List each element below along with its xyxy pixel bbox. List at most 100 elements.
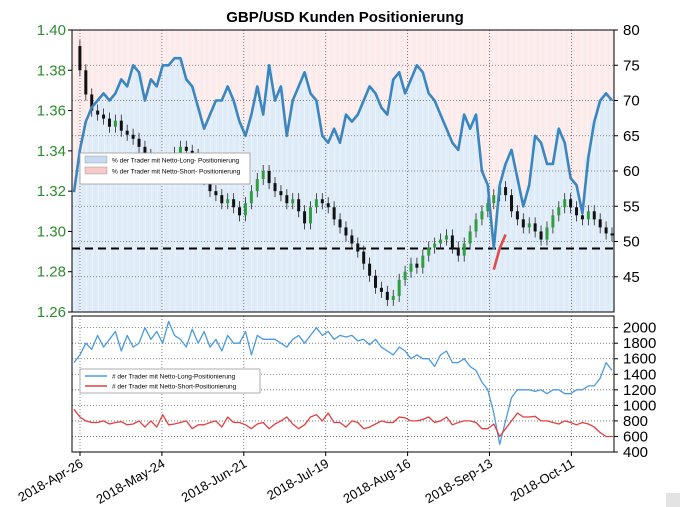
candle-down [504, 187, 508, 196]
candle-down [385, 291, 389, 300]
candle-down [267, 171, 271, 184]
candle-down [450, 235, 454, 248]
candle-up [551, 215, 555, 228]
top-legend-box [79, 152, 251, 185]
top-legend-label: % der Trader mit Netto-Long- Positionier… [112, 158, 240, 165]
candle-down [362, 251, 366, 264]
candle-up [249, 191, 253, 204]
candle-up [462, 243, 466, 256]
left-tick-label: 1.32 [37, 183, 66, 200]
candle-down [415, 263, 419, 268]
candle-down [119, 120, 123, 131]
candle-down [580, 215, 584, 220]
series-line-long-count [73, 320, 613, 445]
candle-up [391, 295, 395, 300]
right-tick-label: 50 [623, 234, 640, 251]
right-tick-label: 60 [623, 163, 640, 180]
candle-down [575, 207, 579, 216]
x-tick-label: 2018-May-24 [94, 456, 168, 507]
top-legend-swatch [84, 155, 108, 164]
candle-down [368, 263, 372, 276]
right-tick-label: 45 [623, 269, 640, 286]
candle-down [598, 219, 602, 228]
candle-up [586, 211, 590, 220]
candle-down [232, 199, 236, 208]
candle-down [521, 219, 525, 228]
right-tick-label: 70 [623, 93, 640, 110]
bottom-right-tick-label: 400 [623, 444, 648, 461]
candle-down [539, 231, 543, 240]
candle-up [421, 255, 425, 268]
candle-up [427, 247, 431, 256]
bottom-legend: # der Trader mit Netto-Long-Positionieru… [79, 368, 261, 394]
candle-up [314, 199, 318, 208]
candle-down [214, 191, 218, 196]
top-legend-label: % der Trader mit Netto-Short- Positionie… [112, 169, 241, 176]
candle-down [143, 146, 147, 155]
corner-mark [666, 493, 680, 507]
bottom-right-tick-label: 600 [623, 428, 648, 445]
candle-up [291, 199, 295, 204]
candle-down [569, 199, 573, 208]
candle-down [533, 223, 537, 232]
candle-up [255, 179, 259, 192]
left-tick-label: 1.28 [37, 264, 66, 281]
candle-down [592, 211, 596, 220]
x-tick-label: 2018-Oct-11 [508, 456, 577, 505]
candle-down [515, 211, 519, 220]
candle-up [261, 171, 265, 180]
left-tick-label: 1.34 [37, 143, 66, 160]
candle-up [563, 199, 567, 208]
candle-down [184, 146, 188, 151]
candle-down [344, 227, 348, 236]
candle-down [285, 195, 289, 204]
candle-down [78, 46, 82, 71]
bottom-right-tick-label: 1600 [623, 351, 656, 368]
right-tick-label: 55 [623, 198, 640, 215]
bottom-panel-frame [71, 315, 615, 453]
x-tick-label: 2018-Jul-19 [264, 456, 331, 503]
candle-up [486, 203, 490, 212]
candle-up [113, 120, 117, 127]
x-tick-label: 2018-Jun-21 [179, 456, 250, 505]
chart-title: GBP/USD Kunden Positionierung [226, 9, 464, 26]
bottom-legend-box [79, 368, 261, 394]
x-axis: 2018-Apr-26 2018-May-24 2018-Jun-21 2018-Ju… [15, 452, 577, 507]
series-line-long-percent [72, 56, 613, 250]
top-legend: % der Trader mit Netto-Long- Positionier… [79, 152, 251, 185]
candle-up [243, 203, 247, 216]
candle-down [84, 70, 88, 95]
candle-up [403, 271, 407, 280]
candle-down [320, 199, 324, 204]
candle-down [297, 199, 301, 212]
bottom-right-tick-label: 1000 [623, 397, 656, 414]
candle-up [480, 211, 484, 220]
candle-down [604, 227, 608, 234]
candle-down [102, 114, 106, 119]
x-tick-label: 2018-Sep-13 [422, 456, 495, 507]
candle-up [527, 223, 531, 228]
candle-down [610, 233, 614, 236]
candle-down [273, 183, 277, 192]
right-tick-label: 75 [623, 57, 640, 74]
left-tick-label: 1.36 [37, 103, 66, 120]
candle-down [220, 195, 224, 204]
candle-down [238, 207, 242, 216]
left-tick-label: 1.30 [37, 223, 66, 240]
candle-down [374, 275, 378, 288]
candle-up [433, 243, 437, 248]
bottom-right-tick-label: 2000 [623, 320, 656, 337]
candle-up [545, 227, 549, 240]
series-flip-segment [492, 233, 507, 271]
candle-up [439, 239, 443, 244]
bottom-legend-label: # der Trader mit Netto-Short-Positionier… [112, 384, 237, 391]
candle-up [308, 207, 312, 224]
right-tick-label: 65 [623, 128, 640, 145]
candle-up [226, 199, 230, 204]
candle-down [279, 191, 283, 196]
right-tick-label: 80 [623, 22, 640, 39]
candle-down [303, 211, 307, 224]
bottom-legend-label: # der Trader mit Netto-Long-Positionieru… [112, 374, 236, 381]
